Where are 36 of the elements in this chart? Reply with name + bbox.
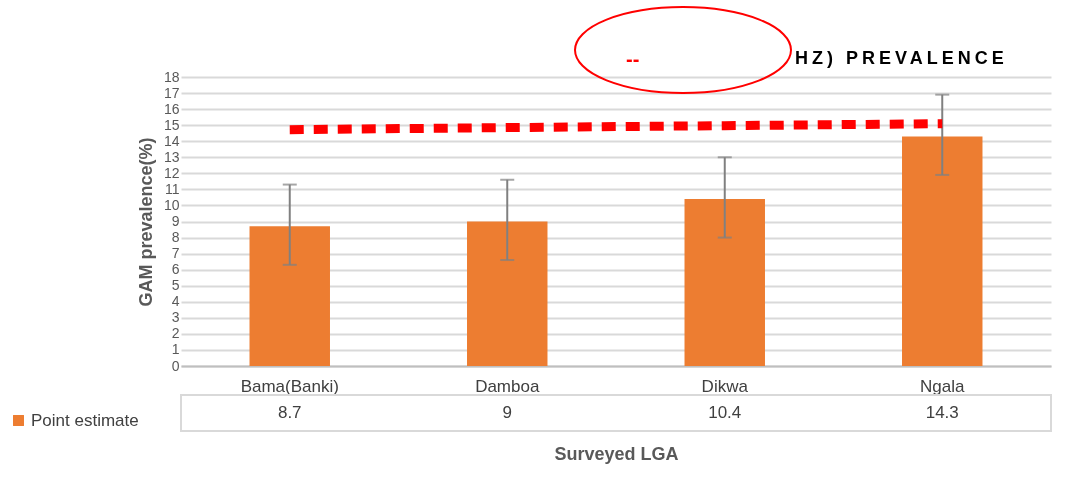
y-tick-label: 14	[163, 132, 180, 149]
y-tick-label: 2	[171, 325, 180, 342]
x-tick-label: Bama(Banki)	[240, 376, 339, 396]
data-label: 14.3	[925, 403, 959, 422]
bar	[902, 136, 983, 366]
y-tick-label: 17	[163, 84, 180, 101]
y-tick-label: 1	[171, 341, 180, 358]
bar	[467, 221, 548, 366]
bar	[249, 226, 330, 366]
text: --	[626, 48, 640, 71]
y-tick-label: 15	[163, 116, 180, 133]
chart-title: HZ) PREVALENCE	[795, 48, 1008, 69]
y-tick-label: 6	[171, 261, 180, 278]
data-label: 9	[502, 403, 512, 422]
legend-label: Point estimate	[31, 410, 139, 430]
y-tick-label: 4	[171, 293, 180, 310]
x-tick-label: Dikwa	[701, 376, 749, 396]
y-tick-label: 5	[171, 277, 180, 294]
y-tick-label: 8	[171, 229, 180, 246]
x-tick-label: Ngala	[920, 376, 965, 396]
y-tick-label: 18	[163, 68, 180, 85]
x-tick-label: Damboa	[475, 376, 540, 396]
y-tick-label: 7	[171, 245, 180, 262]
data-label: 10.4	[708, 403, 742, 422]
y-tick-label: 12	[163, 164, 180, 181]
y-tick-label: 9	[171, 213, 180, 229]
y-tick-label: 10	[163, 196, 180, 213]
y-tick-label: 11	[164, 180, 180, 197]
y-tick-label: 16	[163, 100, 180, 117]
y-tick-label: 0	[171, 357, 180, 374]
bar	[684, 199, 765, 366]
y-tick-label: 13	[163, 148, 180, 165]
y-tick-label: 3	[171, 309, 180, 326]
y-axis-title: GAM prevalence(%)	[135, 137, 156, 307]
data-label: 8.7	[277, 403, 302, 422]
x-axis-title: Surveyed LGA	[554, 443, 679, 464]
